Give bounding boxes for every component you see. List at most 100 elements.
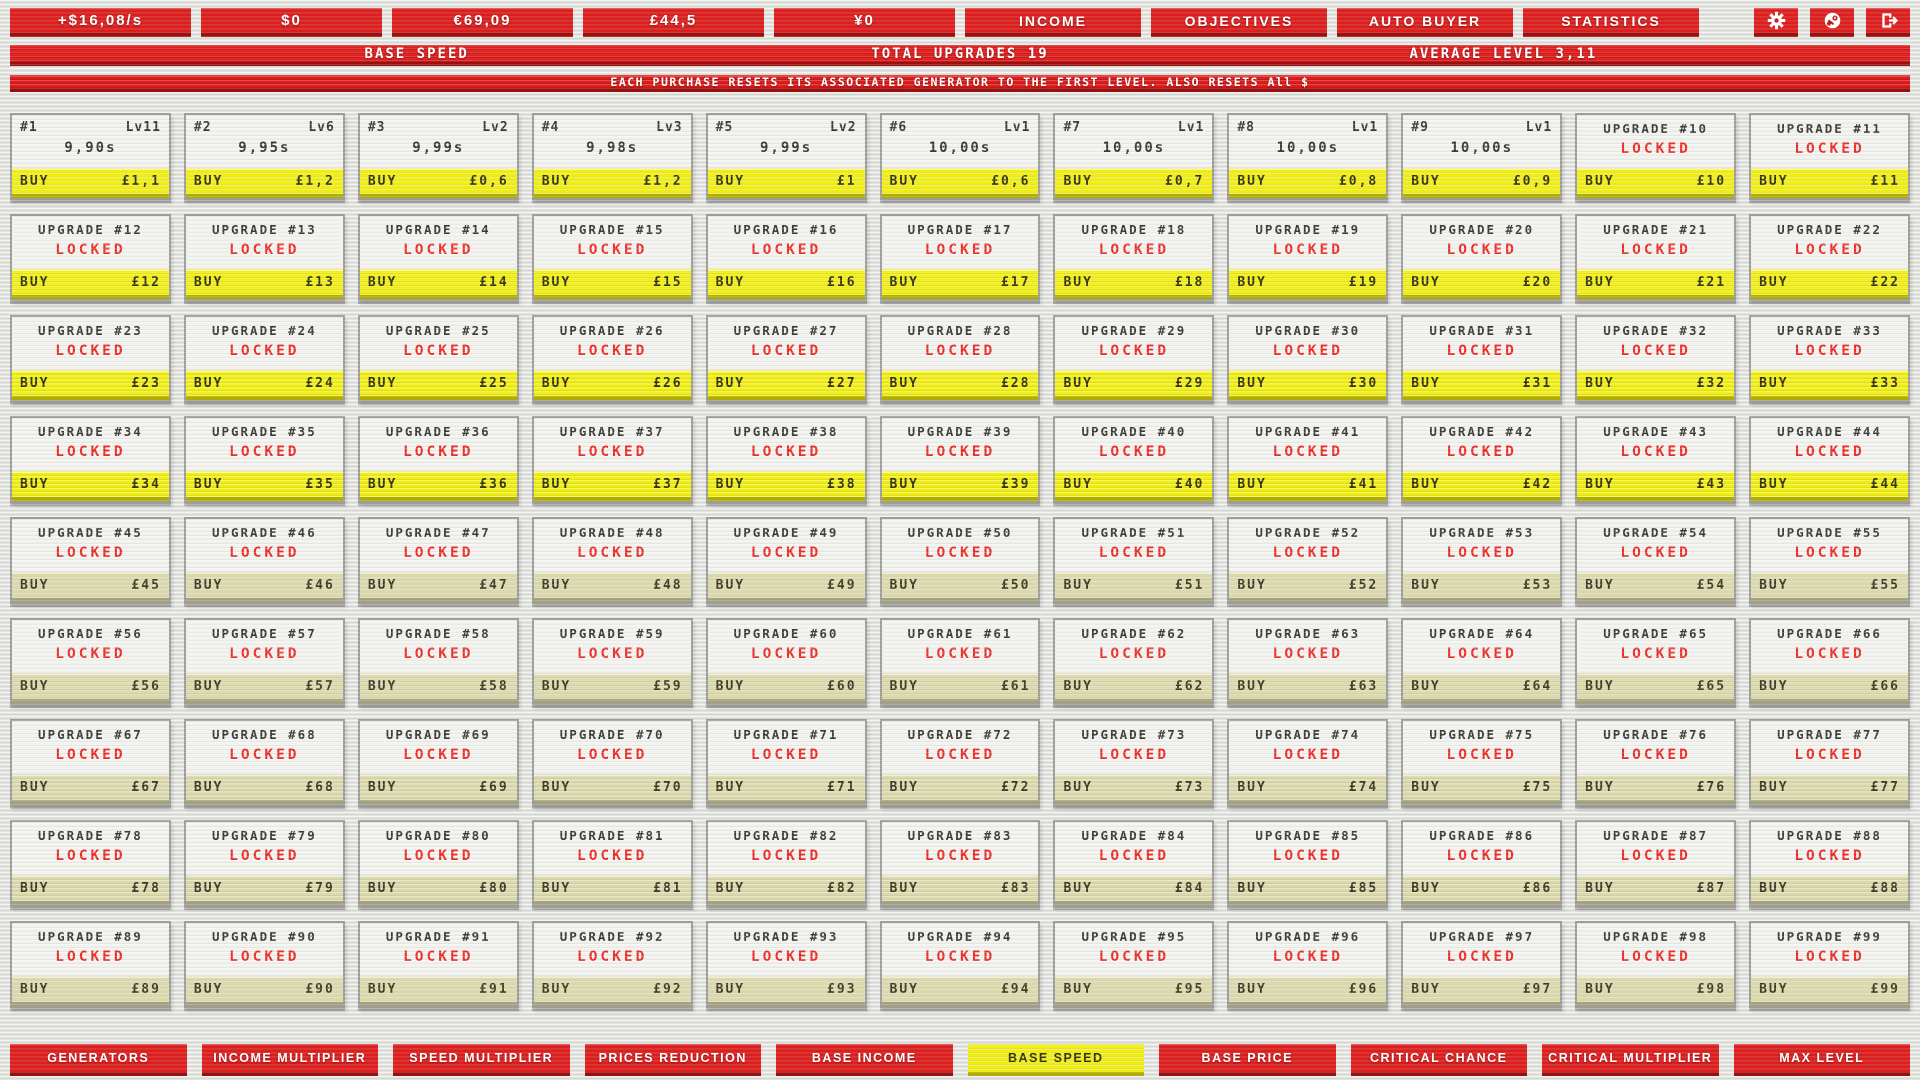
- currency-button-3[interactable]: €69,09: [392, 8, 573, 37]
- bottom-tab-critical-multiplier[interactable]: CRITICAL MULTIPLIER: [1542, 1044, 1719, 1076]
- buy-button[interactable]: BUY £49: [707, 572, 865, 602]
- buy-button[interactable]: BUY £32: [1577, 370, 1735, 400]
- buy-button[interactable]: BUY £38: [707, 471, 865, 501]
- buy-button[interactable]: BUY £99: [1751, 976, 1908, 1006]
- buy-button[interactable]: BUY £66: [1751, 673, 1908, 703]
- buy-button[interactable]: BUY £19: [1229, 269, 1387, 299]
- buy-button[interactable]: BUY £65: [1577, 673, 1735, 703]
- buy-button[interactable]: BUY £28: [881, 370, 1039, 400]
- buy-button[interactable]: BUY £51: [1055, 572, 1213, 602]
- buy-button[interactable]: BUY £96: [1229, 976, 1387, 1006]
- buy-button[interactable]: BUY £13: [185, 269, 343, 299]
- buy-button[interactable]: BUY £92: [533, 976, 691, 1006]
- buy-button[interactable]: BUY £93: [707, 976, 865, 1006]
- buy-button[interactable]: BUY £77: [1751, 774, 1908, 804]
- buy-button[interactable]: BUY £1,2: [185, 168, 343, 198]
- bottom-tab-speed-multiplier[interactable]: SPEED MULTIPLIER: [393, 1044, 570, 1076]
- buy-button[interactable]: BUY £97: [1403, 976, 1561, 1006]
- buy-button[interactable]: BUY £80: [359, 875, 517, 905]
- buy-button[interactable]: BUY £62: [1055, 673, 1213, 703]
- bottom-tab-critical-chance[interactable]: CRITICAL CHANCE: [1350, 1044, 1527, 1076]
- buy-button[interactable]: BUY £45: [12, 572, 169, 602]
- buy-button[interactable]: BUY £46: [185, 572, 343, 602]
- buy-button[interactable]: BUY £95: [1055, 976, 1213, 1006]
- buy-button[interactable]: BUY £0,9: [1403, 168, 1561, 198]
- buy-button[interactable]: BUY £15: [533, 269, 691, 299]
- buy-button[interactable]: BUY £25: [359, 370, 517, 400]
- buy-button[interactable]: BUY £29: [1055, 370, 1213, 400]
- buy-button[interactable]: BUY £41: [1229, 471, 1387, 501]
- buy-button[interactable]: BUY £33: [1751, 370, 1908, 400]
- buy-button[interactable]: BUY £63: [1229, 673, 1387, 703]
- buy-button[interactable]: BUY £10: [1577, 168, 1735, 198]
- buy-button[interactable]: BUY £1,1: [12, 168, 169, 198]
- buy-button[interactable]: BUY £30: [1229, 370, 1387, 400]
- buy-button[interactable]: BUY £58: [359, 673, 517, 703]
- bottom-tab-income-multiplier[interactable]: INCOME MULTIPLIER: [201, 1044, 378, 1076]
- buy-button[interactable]: BUY £54: [1577, 572, 1735, 602]
- buy-button[interactable]: BUY £20: [1403, 269, 1561, 299]
- buy-button[interactable]: BUY £50: [881, 572, 1039, 602]
- top-tab-auto-buyer[interactable]: AUTO BUYER: [1337, 8, 1513, 37]
- buy-button[interactable]: BUY £83: [881, 875, 1039, 905]
- buy-button[interactable]: BUY £60: [707, 673, 865, 703]
- top-tab-statistics[interactable]: STATISTICS: [1523, 8, 1699, 37]
- buy-button[interactable]: BUY £52: [1229, 572, 1387, 602]
- currency-button-5[interactable]: ¥0: [774, 8, 955, 37]
- buy-button[interactable]: BUY £78: [12, 875, 169, 905]
- buy-button[interactable]: BUY £59: [533, 673, 691, 703]
- buy-button[interactable]: BUY £86: [1403, 875, 1561, 905]
- buy-button[interactable]: BUY £0,6: [881, 168, 1039, 198]
- buy-button[interactable]: BUY £74: [1229, 774, 1387, 804]
- buy-button[interactable]: BUY £18: [1055, 269, 1213, 299]
- buy-button[interactable]: BUY £68: [185, 774, 343, 804]
- buy-button[interactable]: BUY £70: [533, 774, 691, 804]
- buy-button[interactable]: BUY £88: [1751, 875, 1908, 905]
- buy-button[interactable]: BUY £87: [1577, 875, 1735, 905]
- buy-button[interactable]: BUY £91: [359, 976, 517, 1006]
- buy-button[interactable]: BUY £48: [533, 572, 691, 602]
- buy-button[interactable]: BUY £1,2: [533, 168, 691, 198]
- buy-button[interactable]: BUY £23: [12, 370, 169, 400]
- buy-button[interactable]: BUY £89: [12, 976, 169, 1006]
- buy-button[interactable]: BUY £85: [1229, 875, 1387, 905]
- bottom-tab-base-speed[interactable]: BASE SPEED: [967, 1044, 1144, 1076]
- bottom-tab-prices-reduction[interactable]: PRICES REDUCTION: [584, 1044, 761, 1076]
- top-tab-objectives[interactable]: OBJECTIVES: [1151, 8, 1327, 37]
- buy-button[interactable]: BUY £75: [1403, 774, 1561, 804]
- buy-button[interactable]: BUY £36: [359, 471, 517, 501]
- buy-button[interactable]: BUY £14: [359, 269, 517, 299]
- buy-button[interactable]: BUY £67: [12, 774, 169, 804]
- buy-button[interactable]: BUY £47: [359, 572, 517, 602]
- buy-button[interactable]: BUY £37: [533, 471, 691, 501]
- buy-button[interactable]: BUY £0,8: [1229, 168, 1387, 198]
- buy-button[interactable]: BUY £0,6: [359, 168, 517, 198]
- buy-button[interactable]: BUY £72: [881, 774, 1039, 804]
- currency-button-2[interactable]: $0: [201, 8, 382, 37]
- currency-button-4[interactable]: £44,5: [583, 8, 764, 37]
- exit-button[interactable]: [1866, 8, 1910, 37]
- buy-button[interactable]: BUY £0,7: [1055, 168, 1213, 198]
- buy-button[interactable]: BUY £73: [1055, 774, 1213, 804]
- buy-button[interactable]: BUY £55: [1751, 572, 1908, 602]
- bottom-tab-base-income[interactable]: BASE INCOME: [776, 1044, 953, 1076]
- steam-button[interactable]: [1810, 8, 1854, 37]
- buy-button[interactable]: BUY £56: [12, 673, 169, 703]
- buy-button[interactable]: BUY £16: [707, 269, 865, 299]
- buy-button[interactable]: BUY £79: [185, 875, 343, 905]
- buy-button[interactable]: BUY £12: [12, 269, 169, 299]
- buy-button[interactable]: BUY £57: [185, 673, 343, 703]
- buy-button[interactable]: BUY £69: [359, 774, 517, 804]
- buy-button[interactable]: BUY £34: [12, 471, 169, 501]
- buy-button[interactable]: BUY £53: [1403, 572, 1561, 602]
- buy-button[interactable]: BUY £31: [1403, 370, 1561, 400]
- buy-button[interactable]: BUY £35: [185, 471, 343, 501]
- bottom-tab-base-price[interactable]: BASE PRICE: [1159, 1044, 1336, 1076]
- buy-button[interactable]: BUY £71: [707, 774, 865, 804]
- buy-button[interactable]: BUY £61: [881, 673, 1039, 703]
- buy-button[interactable]: BUY £26: [533, 370, 691, 400]
- buy-button[interactable]: BUY £98: [1577, 976, 1735, 1006]
- settings-button[interactable]: [1754, 8, 1798, 37]
- top-tab-income[interactable]: INCOME: [965, 8, 1141, 37]
- buy-button[interactable]: BUY £81: [533, 875, 691, 905]
